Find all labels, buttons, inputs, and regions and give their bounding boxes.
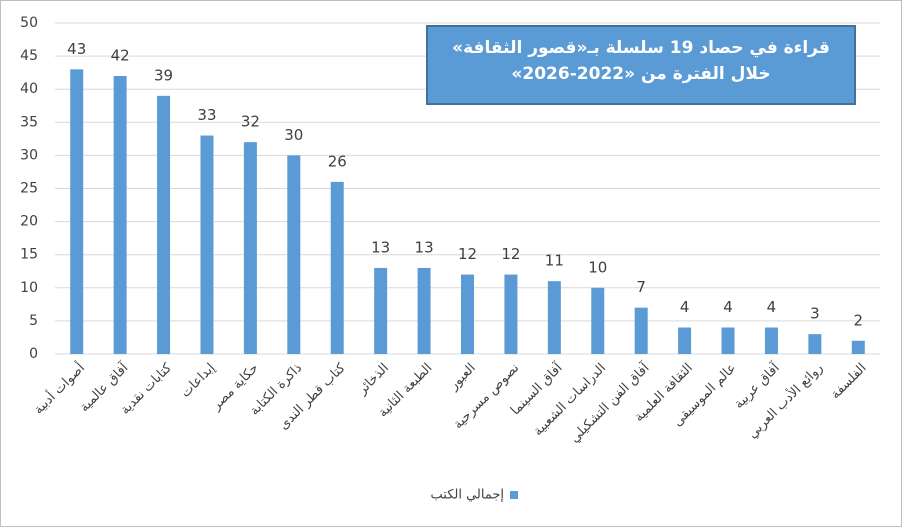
data-label: 13: [371, 238, 390, 256]
bar: [374, 267, 388, 354]
bar: [764, 327, 778, 354]
y-tick-label: 50: [20, 15, 38, 31]
legend-swatch: [510, 491, 518, 499]
bar: [461, 274, 474, 354]
y-tick-label: 25: [20, 181, 38, 197]
chart-title: قراءة في حصاد 19 سلسلة بـ«قصور الثقافة» …: [426, 25, 856, 105]
y-tick-label: 0: [29, 346, 38, 362]
bar: [851, 340, 865, 354]
legend-label: إجمالي الكتب: [431, 488, 505, 503]
x-tick-label: الذخائر: [354, 361, 392, 399]
x-tick-label: الفلسفة: [828, 361, 869, 402]
data-label: 2: [854, 311, 864, 329]
data-label: 10: [588, 258, 607, 276]
data-label: 33: [197, 106, 216, 124]
bar: [591, 287, 605, 354]
bar: [287, 155, 301, 354]
data-label: 39: [154, 66, 173, 84]
bar: [70, 69, 84, 354]
data-label: 3: [810, 305, 820, 323]
bar: [157, 95, 171, 354]
data-label: 13: [415, 238, 434, 256]
bar: [243, 142, 257, 354]
data-label: 4: [680, 298, 690, 316]
data-label: 30: [284, 126, 303, 144]
y-tick-label: 20: [20, 214, 38, 230]
x-tick-label: العبور: [446, 361, 479, 394]
y-tick-label: 15: [20, 247, 38, 263]
bar: [200, 135, 214, 354]
data-label: 26: [328, 152, 347, 170]
x-tick-label: أصوات أدبية: [30, 359, 88, 417]
data-label: 42: [111, 46, 130, 64]
bar: [504, 274, 518, 354]
data-label: 43: [67, 40, 86, 58]
x-tick-label: آفاق الفن التشكيلي: [566, 358, 654, 446]
bar: [678, 327, 692, 354]
bar: [113, 75, 127, 355]
x-tick-label: روائع الأدب العربي: [744, 359, 826, 441]
y-tick-label: 35: [20, 114, 38, 130]
data-label: 4: [767, 298, 777, 316]
data-label: 12: [458, 245, 477, 263]
data-label: 4: [723, 298, 733, 316]
data-label: 32: [241, 113, 260, 131]
bar: [808, 334, 822, 354]
bar: [547, 281, 561, 354]
y-tick-label: 10: [20, 280, 38, 296]
bar: [330, 181, 344, 354]
bar: [721, 327, 735, 354]
y-tick-label: 40: [20, 81, 38, 97]
y-tick-label: 5: [29, 313, 38, 329]
y-tick-label: 30: [20, 147, 38, 163]
bar: [417, 267, 431, 354]
data-label: 12: [501, 245, 520, 263]
data-label: 7: [636, 278, 646, 296]
y-tick-label: 45: [20, 48, 38, 64]
bar: [634, 307, 648, 354]
x-tick-label: إبداعات: [178, 361, 218, 401]
data-label: 11: [545, 252, 564, 270]
